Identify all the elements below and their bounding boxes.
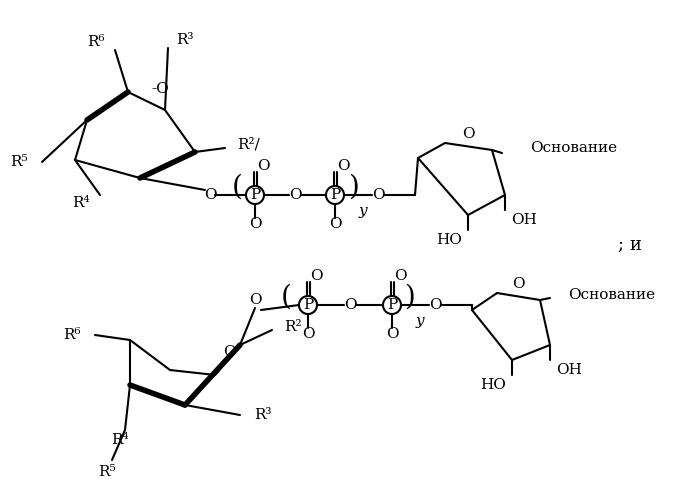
Text: O: O	[512, 278, 525, 291]
Text: Основание: Основание	[530, 141, 617, 155]
Text: y: y	[358, 204, 367, 218]
Text: O: O	[344, 298, 356, 312]
Text: O: O	[248, 217, 261, 231]
Text: y: y	[416, 314, 425, 328]
Text: O: O	[248, 293, 261, 307]
Text: O: O	[289, 188, 301, 202]
Text: R⁴: R⁴	[111, 433, 129, 447]
Text: O: O	[329, 217, 341, 231]
Text: (: (	[232, 174, 242, 201]
Text: HO: HO	[436, 233, 462, 247]
Text: R²/: R²/	[237, 138, 260, 152]
Text: ): )	[404, 284, 416, 310]
Text: R⁴: R⁴	[72, 196, 90, 210]
Text: -O: -O	[152, 82, 169, 96]
Text: R⁵: R⁵	[98, 465, 116, 479]
Text: Основание: Основание	[568, 288, 655, 302]
Text: P: P	[250, 188, 260, 202]
Text: OH: OH	[556, 363, 582, 377]
Text: ; и: ; и	[618, 236, 642, 254]
Text: O: O	[257, 159, 269, 173]
Text: O: O	[462, 128, 475, 141]
Text: O: O	[394, 269, 406, 283]
Text: R⁶: R⁶	[88, 35, 105, 49]
Text: R³: R³	[254, 408, 271, 422]
Text: O: O	[310, 269, 322, 283]
Text: (: (	[280, 284, 292, 310]
Text: O: O	[337, 159, 349, 173]
Text: R²: R²	[284, 320, 301, 334]
Text: O: O	[386, 327, 398, 341]
Text: ): )	[347, 174, 358, 201]
Text: P: P	[303, 298, 313, 312]
Text: R⁵: R⁵	[10, 155, 28, 169]
Text: O: O	[301, 327, 315, 341]
Text: O: O	[429, 298, 441, 312]
Text: O: O	[372, 188, 384, 202]
Text: R⁶: R⁶	[63, 328, 81, 342]
Text: P: P	[387, 298, 397, 312]
Text: OH: OH	[511, 213, 537, 227]
Text: R³: R³	[176, 33, 193, 47]
Text: O: O	[223, 345, 236, 359]
Text: P: P	[330, 188, 340, 202]
Text: HO: HO	[480, 378, 506, 392]
Text: O: O	[204, 188, 216, 202]
